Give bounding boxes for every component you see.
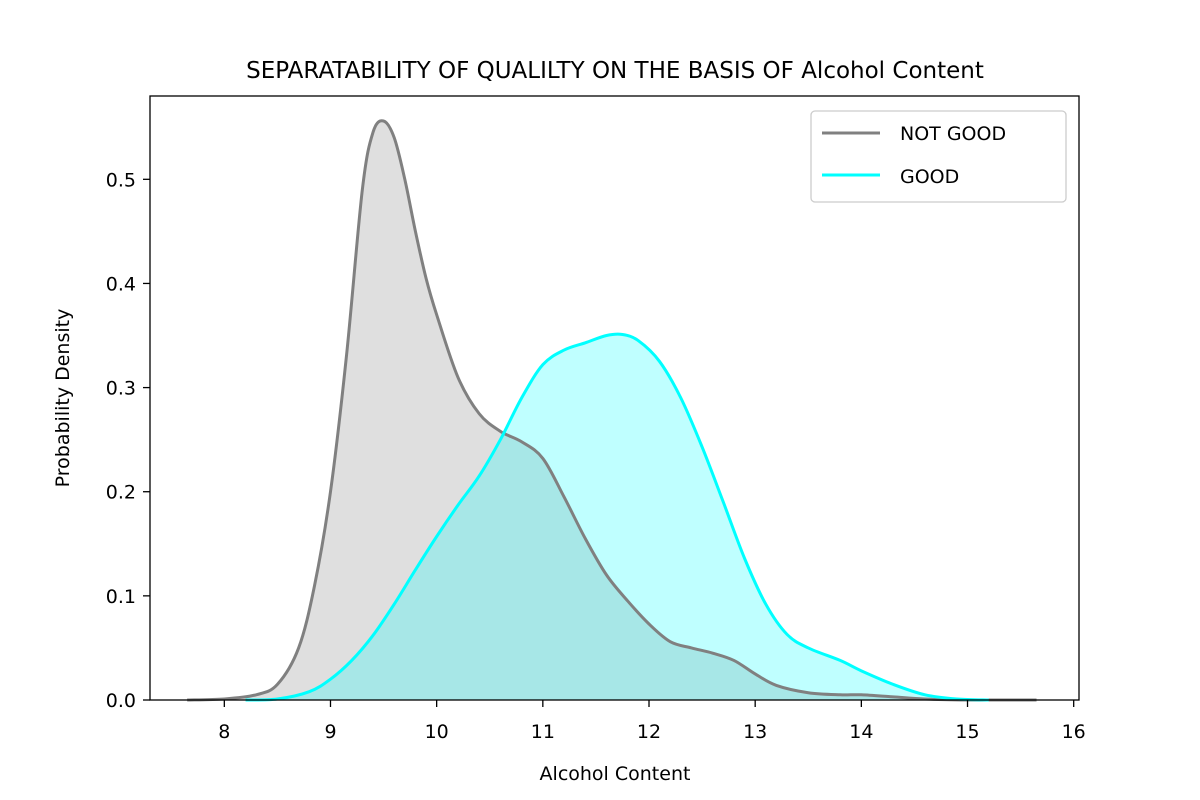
x-tick-label: 15 xyxy=(955,721,979,743)
y-tick-label: 0.1 xyxy=(106,586,136,608)
legend-label-good: GOOD xyxy=(900,166,959,188)
x-axis-ticks: 8 9 10 11 12 13 14 15 16 xyxy=(218,700,1086,743)
density-area-not-good xyxy=(187,120,1037,701)
x-tick-label: 9 xyxy=(324,721,336,743)
legend-label-not-good: NOT GOOD xyxy=(900,123,1006,145)
x-tick-label: 8 xyxy=(218,721,230,743)
x-tick-label: 13 xyxy=(743,721,767,743)
x-tick-label: 10 xyxy=(425,721,449,743)
density-line-not-good xyxy=(187,119,1037,702)
plot-frame xyxy=(149,95,1080,701)
density-area-good xyxy=(245,334,989,700)
y-tick-label: 0.0 xyxy=(106,690,136,712)
x-axis-label: Alcohol Content xyxy=(540,763,691,785)
y-tick-label: 0.5 xyxy=(106,169,136,191)
x-tick-label: 11 xyxy=(531,721,555,743)
plot-area xyxy=(187,119,1037,702)
y-tick-label: 0.4 xyxy=(106,273,136,295)
x-tick-label: 12 xyxy=(637,721,661,743)
y-tick-label: 0.3 xyxy=(106,378,136,400)
density-line-good xyxy=(245,332,989,702)
chart-title: SEPARATABILITY OF QUALILTY ON THE BASIS … xyxy=(246,58,984,84)
x-tick-label: 16 xyxy=(1062,721,1086,743)
y-tick-label: 0.2 xyxy=(106,482,136,504)
legend: NOT GOOD GOOD xyxy=(810,110,1067,203)
x-tick-label: 14 xyxy=(849,721,873,743)
y-axis-label: Probability Density xyxy=(52,309,74,488)
y-axis-ticks: 0.0 0.1 0.2 0.3 0.4 0.5 xyxy=(106,169,150,712)
